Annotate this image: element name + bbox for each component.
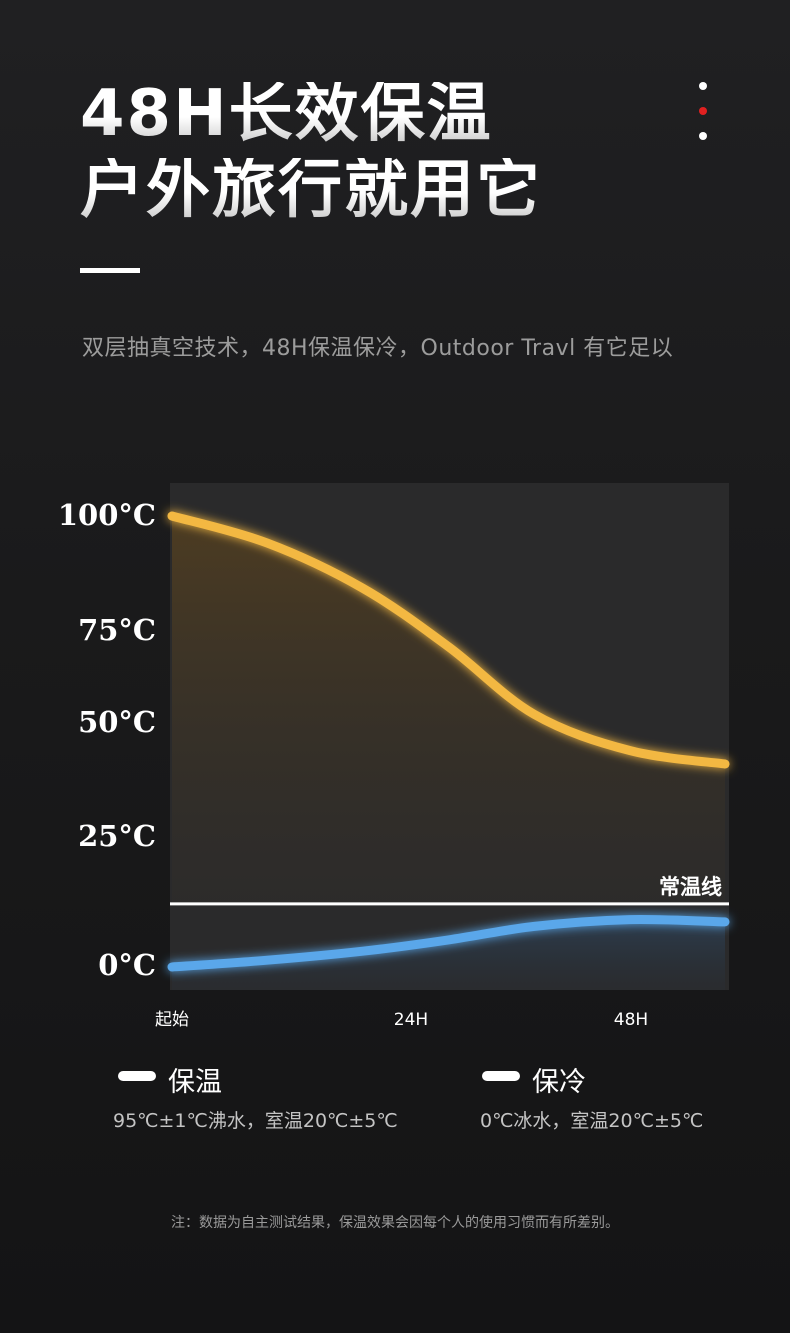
legend-label-keep-cold: 保冷 [532,1067,586,1098]
x-tick-label: 48H [614,1010,648,1030]
room-temperature-label: 常温线 [659,875,722,899]
legend-note-keep-cold: 0℃冰水，室温20℃±5℃ [480,1110,704,1132]
page-title-line-1: 48H长效保温 [80,77,493,151]
y-tick-label: 75°C [78,613,156,647]
page-title-line-2: 户外旅行就用它 [80,153,542,227]
x-tick-label: 起始 [155,1010,189,1030]
legend-swatch-keep-cold [482,1071,520,1081]
footnote: 注：数据为自主测试结果，保温效果会因每个人的使用习惯而有所差别。 [171,1215,619,1231]
y-tick-label: 25°C [78,819,156,853]
legend-swatch-keep-warm [118,1071,156,1081]
page-indicator [699,82,709,157]
keep-warm-line [167,511,730,769]
subtitle: 双层抽真空技术，48H保温保冷，Outdoor Travl 有它足以 [82,336,674,361]
page-dot-1 [699,82,707,90]
legend-note-keep-warm: 95℃±1℃沸水，室温20℃±5℃ [113,1110,398,1132]
legend-label-keep-warm: 保温 [168,1067,222,1098]
page-dot-2-active [699,107,707,115]
title-divider [80,268,140,273]
y-tick-label: 100°C [58,498,156,532]
keep-warm-area [172,516,725,904]
x-tick-label: 24H [394,1010,428,1030]
temperature-chart: 100°C 75°C 50°C 25°C 0°C 起始 24H 48H 常温线 [58,483,730,1030]
keep-cold-area [172,919,725,990]
y-tick-label: 50°C [78,705,156,739]
keep-cold-line [167,914,730,972]
y-tick-label: 0°C [98,948,156,982]
page-dot-3 [699,132,707,140]
